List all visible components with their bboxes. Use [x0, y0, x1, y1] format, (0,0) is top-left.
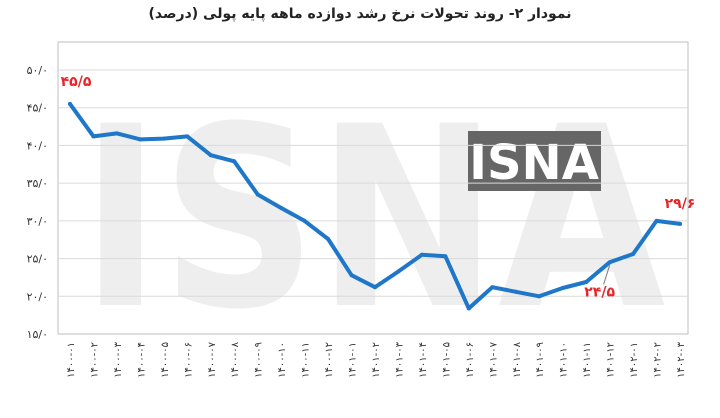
y-tick-label: ۲۵/۰: [27, 253, 48, 266]
watermark-box-text: ISNA: [469, 135, 599, 191]
data-point: [654, 218, 659, 223]
x-tick-label: ۱۴۰۱-۰۱: [348, 342, 359, 378]
data-point: [678, 221, 682, 226]
x-tick-label: ۱۴۰۰-۰۷: [207, 341, 218, 377]
x-tick-label: ۱۴۰۲-۰۲: [653, 342, 664, 378]
data-point: [161, 136, 166, 141]
x-tick-label: ۱۴۰۱-۰۸: [512, 341, 523, 377]
data-point: [326, 236, 331, 241]
data-point: [396, 269, 401, 274]
data-point: [302, 218, 307, 223]
x-tick-label: ۱۴۰۱-۰۵: [441, 342, 452, 378]
data-label: ۲۹/۶: [665, 196, 696, 212]
x-tick-label: ۱۴۰۰-۰۴: [136, 342, 147, 378]
data-point: [490, 285, 495, 290]
annotation-leader: [603, 265, 611, 285]
data-point: [373, 285, 377, 290]
x-tick-label: ۱۴۰۱-۰۴: [418, 342, 429, 378]
x-tick-label: ۱۴۰۱-۰۳: [394, 341, 405, 377]
x-tick-label: ۱۴۰۱-۰۹: [535, 342, 546, 378]
y-tick-label: ۳۵/۰: [27, 177, 48, 190]
y-tick-label: ۴۵/۰: [27, 102, 48, 115]
data-point: [584, 279, 589, 284]
x-tick-label: ۱۴۰۱-۱۰: [559, 342, 570, 378]
data-point: [560, 285, 565, 290]
x-tick-label: ۱۴۰۱-۰۶: [465, 342, 476, 378]
x-tick-label: ۱۴۰۰-۰۵: [160, 342, 171, 378]
isna-watermark: ISNA ISNA: [81, 73, 666, 364]
data-point: [631, 252, 636, 257]
data-label: ۴۵/۵: [61, 74, 92, 90]
x-tick-label: ۱۴۰۰-۱۰: [277, 342, 288, 378]
data-point: [443, 254, 448, 259]
data-point: [607, 260, 612, 265]
y-tick-label: ۵۰/۰: [27, 64, 48, 77]
watermark-text: ISNA: [81, 73, 666, 364]
data-point: [513, 289, 518, 294]
data-point: [537, 294, 542, 299]
x-tick-label: ۱۴۰۰-۰۳: [113, 341, 124, 377]
data-point: [208, 153, 213, 158]
data-label: ۲۴/۵: [584, 284, 615, 300]
data-point: [349, 273, 354, 278]
x-tick-label: ۱۴۰۱-۰۲: [371, 342, 382, 378]
data-point: [279, 206, 284, 211]
y-tick-label: ۴۰/۰: [27, 139, 48, 152]
x-tick-label: ۱۴۰۱-۱۲: [606, 342, 617, 378]
x-tick-label: ۱۴۰۰-۱۱: [301, 342, 312, 378]
x-tick-label: ۱۴۰۰-۰۶: [183, 342, 194, 378]
x-tick-label: ۱۴۰۰-۰۱: [66, 342, 77, 378]
x-tick-label: ۱۴۰۱-۱۱: [582, 342, 593, 378]
data-point: [68, 101, 72, 106]
data-point: [255, 192, 260, 197]
chart-title: نمودار ۲- روند تحولات نرخ رشد دوازده ماه…: [148, 6, 572, 22]
data-point: [419, 252, 424, 257]
x-tick-label: ۱۴۰۰-۰۸: [230, 341, 241, 377]
data-point: [466, 306, 471, 311]
data-point: [114, 131, 119, 136]
x-tick-label: ۱۴۰۲-۰۱: [629, 342, 640, 378]
x-tick-label: ۱۴۰۰-۰۲: [89, 342, 100, 378]
watermark-box: [468, 131, 601, 191]
plot-frame: [57, 41, 689, 335]
x-tick-label: ۱۴۰۰-۰۹: [254, 342, 265, 378]
y-tick-label: ۱۵/۰: [27, 328, 48, 341]
x-tick-label: ۱۴۰۲-۰۳: [676, 341, 687, 377]
data-point: [232, 159, 237, 164]
data-point: [91, 134, 96, 139]
data-point: [185, 134, 190, 139]
y-tick-label: ۲۰/۰: [27, 290, 48, 303]
x-tick-label: ۱۴۰۰-۱۲: [324, 342, 335, 378]
x-tick-label: ۱۴۰۱-۰۷: [488, 341, 499, 377]
data-point: [138, 137, 143, 142]
y-tick-label: ۳۰/۰: [27, 215, 48, 228]
